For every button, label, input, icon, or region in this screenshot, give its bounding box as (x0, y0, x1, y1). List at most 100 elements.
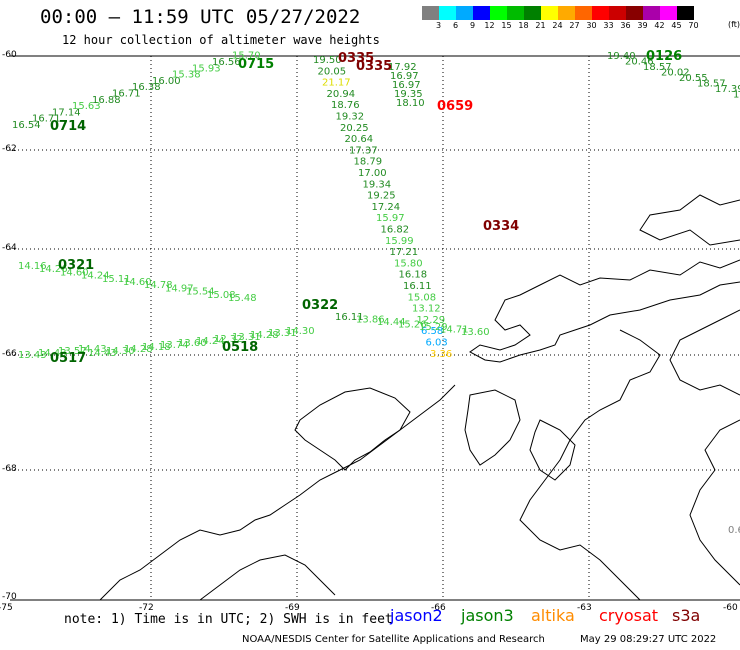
color-scale-ticks: 3 6 9 12 15 18 21 24 27 30 33 36 39 42 45 70 (422, 21, 728, 33)
wave-height-label: 14.30 (106, 346, 135, 357)
wave-height-label: 16.88 (92, 95, 121, 106)
wave-height-label: 16.54 (12, 120, 41, 131)
wave-height-label: 3.36 (430, 349, 452, 360)
wave-height-label: 17.14 (52, 107, 81, 118)
wave-height-label: 12.29 (417, 315, 446, 326)
wave-height-label: 14.30 (286, 326, 315, 337)
wave-height-label: 15.93 (192, 63, 221, 74)
wave-height-label: 16.18 (399, 270, 428, 281)
credit-text: NOAA/NESDIS Center for Satellite Applica… (242, 634, 545, 645)
scale-swatch (626, 6, 643, 20)
wave-height-label: 16.11 (403, 281, 432, 292)
wave-height-label: 15.26 (398, 320, 427, 331)
pass-time-label: 0322 (302, 298, 338, 313)
wave-height-label: 15.38 (172, 70, 201, 81)
wave-height-label: 20.25 (340, 123, 369, 134)
wave-height-label: 14.60 (60, 267, 89, 278)
wave-height-label: 16.38 (132, 82, 161, 93)
scale-tick-label: 36 (620, 21, 631, 30)
track-annotations: 16.5416.7117.1415.6316.8816.7116.3816.00… (12, 49, 740, 536)
wave-height-label: 17.92 (388, 62, 417, 73)
wave-height-label: 14.43 (88, 348, 117, 359)
scale-swatch (473, 6, 490, 20)
pass-time-label: 0517 (50, 351, 86, 366)
wave-height-label: 19.35 (394, 89, 423, 100)
longitude-label: -69 (285, 603, 300, 613)
wave-height-label: 14.97 (165, 283, 194, 294)
latitude-label: -64 (2, 243, 17, 253)
longitude-label: -66 (431, 603, 446, 613)
coastline (99, 194, 740, 601)
legend-item-jason2: jason2 (390, 606, 443, 625)
wave-height-label: 21.17 (322, 78, 351, 89)
wave-height-label: 13.43 (18, 350, 47, 361)
wave-height-label: 14.71 (440, 325, 469, 336)
coast-segment (669, 309, 740, 396)
scale-tick-label: 6 (452, 21, 459, 30)
scale-tick-label: 9 (469, 21, 476, 30)
wave-height-label: 13.31 (232, 332, 261, 343)
wave-height-label: 14.44 (377, 317, 406, 328)
latitude-label: -66 (2, 349, 17, 359)
scale-swatch (507, 6, 524, 20)
pass-time-label: 0518 (222, 340, 258, 355)
scale-swatch (558, 6, 575, 20)
latitude-label: -60 (2, 50, 17, 60)
scale-tick-label: 30 (586, 21, 597, 30)
pass-time-label: 0334 (483, 219, 519, 234)
scale-tick-label: 39 (637, 21, 648, 30)
wave-height-label: 14.18 (142, 342, 171, 353)
wave-height-label: 6.58 (421, 326, 443, 337)
wave-height-label: 16.97 (392, 80, 421, 91)
pass-time-label: 0321 (58, 258, 94, 273)
coast-island (464, 389, 521, 466)
wave-height-label: 14.26 (39, 264, 68, 275)
scale-swatch (643, 6, 660, 20)
wave-height-label: 15.70 (232, 51, 261, 62)
wave-height-label: 17.39 (715, 84, 740, 95)
scale-tick-label: 42 (654, 21, 665, 30)
wave-height-label: 13.60 (461, 327, 490, 338)
coast-island (529, 419, 576, 481)
legend-item-altika: altika (531, 606, 575, 625)
footer-note: note: 1) Time is in UTC; 2) SWH is in fe… (64, 612, 393, 627)
generated-timestamp: May 29 08:29:27 UTC 2022 (580, 634, 717, 645)
wave-height-label: 14.60 (123, 277, 152, 288)
scale-swatch (439, 6, 456, 20)
wave-height-label: 15.54 (186, 287, 215, 298)
wave-height-label: 17.21 (390, 247, 419, 258)
longitude-label: -60 (723, 603, 738, 613)
wave-height-label: 13.12 (412, 304, 441, 315)
wave-height-label: 15.80 (394, 258, 423, 269)
pass-time-label: 0126 (646, 49, 682, 64)
scale-tick-label: 21 (535, 21, 546, 30)
wave-height-label: 15.99 (385, 236, 414, 247)
scale-swatch (575, 6, 592, 20)
wave-height-label: 20.64 (345, 134, 374, 145)
wave-height-label: 15.29 (419, 322, 448, 333)
legend-item-jason3: jason3 (461, 606, 514, 625)
longitude-label: -63 (577, 603, 592, 613)
wave-height-label: 14.24 (81, 271, 110, 282)
coast-segment (639, 194, 740, 246)
scale-tick-label: 18 (518, 21, 529, 30)
wave-height-label: 17.37 (349, 145, 378, 156)
wave-height-label: 20.46 (625, 57, 654, 68)
alexander-island (294, 387, 411, 471)
wave-height-label: 14.28 (124, 344, 153, 355)
scale-swatch (541, 6, 558, 20)
scale-swatch (422, 6, 439, 20)
wave-height-label: 15.48 (228, 293, 257, 304)
wave-height-label: 14.16 (18, 261, 47, 272)
wave-height-label: 13.60 (178, 338, 207, 349)
scale-tick-label: 15 (501, 21, 512, 30)
wave-height-label: 18.76 (331, 100, 360, 111)
graticule (10, 56, 740, 600)
scale-swatch (677, 6, 694, 20)
wave-height-label: 19.40 (607, 51, 636, 62)
wave-height-label: 16.71 (32, 114, 61, 125)
wave-height-label: 18.79 (354, 157, 383, 168)
coast-segment (469, 259, 740, 363)
